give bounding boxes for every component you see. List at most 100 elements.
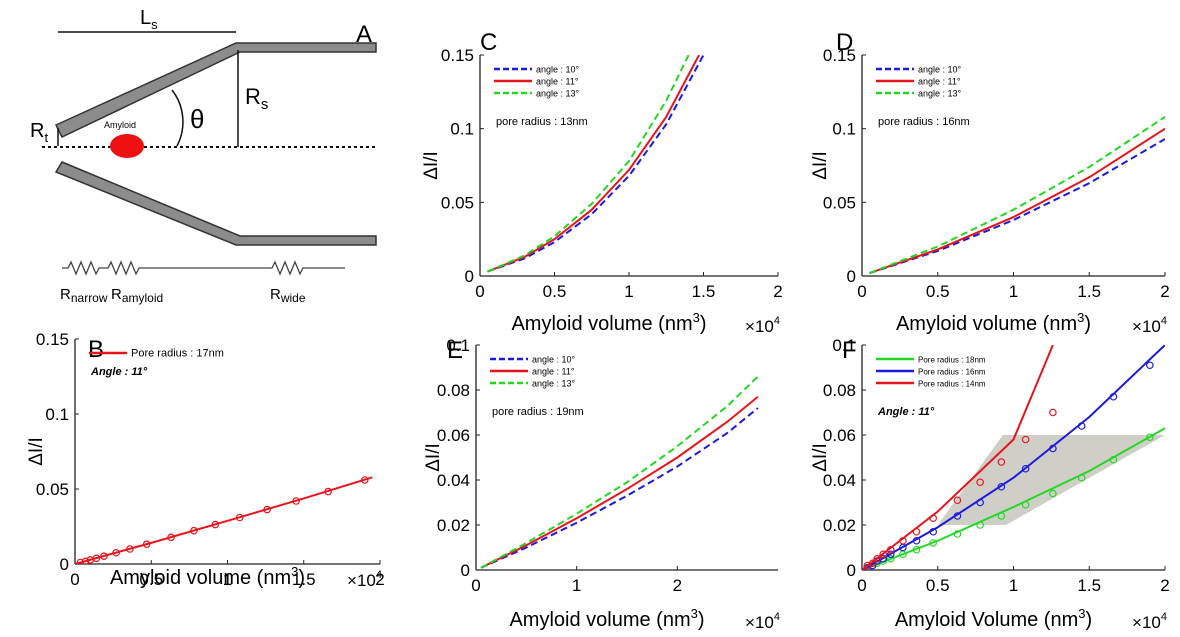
- chart-D: 0 0.5 1 1.5 2 0 0.05 0.1 0.15D ΔI/I Amyloid volume…: [810, 29, 1170, 336]
- x-axis-label: Amyloid volume (nm3): [509, 606, 704, 631]
- panel-label: C: [480, 29, 497, 56]
- x-multiplier-base: ×10: [745, 613, 774, 632]
- legend-entry: angle : 10°: [918, 65, 962, 75]
- y-tick-label: 0.06: [823, 426, 856, 445]
- chart-B: 0 0.5 1 1.5 2 0 0.05 0.1 0.15 B ΔI/I Amyloid volume…: [26, 330, 385, 590]
- x-tick-label: 0.5: [926, 282, 950, 301]
- x-tick-label: 2: [1160, 282, 1169, 301]
- data-point: [81, 557, 90, 564]
- x-tick-label: 1: [1009, 282, 1018, 301]
- x-axis-multiplier: ×104: [347, 569, 382, 590]
- data-point: [879, 550, 888, 559]
- x-tick-label: 0: [475, 282, 484, 301]
- data-point: [886, 550, 895, 559]
- data-point: [1021, 500, 1030, 509]
- schematic-panel: Ls A Rt Rs θ Amyloid Rnarrow Ramyloid: [30, 7, 377, 305]
- x-tick-label: 2: [773, 282, 782, 301]
- x-multiplier-base: ×10: [1132, 317, 1161, 336]
- y-axis-label: ΔI/I: [810, 443, 831, 472]
- data-point: [997, 512, 1006, 520]
- y-axis-label: ΔI/I: [26, 437, 47, 466]
- x-axis-label-sup: 3: [291, 564, 298, 579]
- x-tick-label: 1: [624, 282, 633, 301]
- panel-label: F: [842, 337, 857, 364]
- x-axis-multiplier: ×104: [745, 315, 780, 336]
- panel-label: E: [447, 337, 463, 364]
- x-multiplier-exp: 4: [376, 569, 382, 581]
- x-tick-label: 1.5: [692, 282, 716, 301]
- x-axis-label-main: Amyloid Volume (nm: [895, 609, 1078, 631]
- amyloid-particle: [110, 134, 144, 158]
- data-point: [1109, 455, 1118, 464]
- series-line: [480, 375, 759, 569]
- x-multiplier-base: ×10: [347, 571, 376, 590]
- chart-E: 0 1 2 0 0.02 0.04 0.06 0.08 0.1E ΔI/I Amyloid volu…: [423, 336, 780, 632]
- y-tick-label: 0.05: [823, 193, 856, 212]
- x-tick-label: 0: [857, 282, 866, 301]
- data-point: [1021, 435, 1030, 444]
- x-tick-label: 1.5: [292, 570, 316, 589]
- chart-F: 0 0.5 1 1.5 2 0 0.02 0.04 0.06 0.08 0.1F ΔI/I Amyloi…: [810, 336, 1170, 632]
- x-tick-label: 1.5: [1077, 576, 1101, 595]
- x-axis-label: Amyloid volume (nm3): [110, 564, 305, 589]
- plot-area: [480, 375, 759, 569]
- x-axis-label-sup: 3: [1077, 310, 1084, 325]
- chart-annotation: pore radius : 13nm: [496, 116, 588, 128]
- data-point: [263, 505, 271, 514]
- x-axis-label-main: Amyloid volume (nm: [511, 313, 692, 335]
- x-tick-label: 0: [857, 576, 866, 595]
- y-tick-label: 0.1: [832, 336, 856, 355]
- data-point: [953, 530, 962, 538]
- x-axis-label: Amyloid volume (nm3): [511, 310, 706, 335]
- x-axis-label-main: Amyloid volume (nm: [896, 313, 1077, 335]
- panel-label-a: A: [356, 21, 372, 48]
- data-point: [92, 554, 101, 563]
- legend-entry: angle : 10°: [536, 65, 580, 75]
- angle-label: θ: [190, 104, 204, 134]
- y-axis-label: ΔI/I: [421, 151, 442, 180]
- data-point: [1146, 361, 1154, 370]
- legend-entry: angle : 13°: [536, 89, 580, 99]
- plot-area: [75, 476, 373, 564]
- data-point: [997, 482, 1006, 491]
- x-axis-multiplier: ×104: [745, 611, 780, 632]
- plot-area: [869, 116, 1165, 275]
- data-point: [76, 558, 85, 564]
- series-line: [862, 345, 1165, 570]
- panel-label: D: [836, 29, 853, 56]
- x-tick-label: 2: [375, 570, 384, 589]
- y-tick-label: 0: [847, 267, 856, 286]
- legend-entry: angle : 11°: [536, 77, 579, 87]
- y-axis-label: ΔI/I: [810, 151, 831, 180]
- x-tick-label: 0.5: [543, 282, 567, 301]
- data-point: [976, 498, 984, 507]
- y-tick-label: 0.08: [437, 381, 470, 400]
- legend-entry: angle : 13°: [532, 379, 576, 389]
- y-axis-label: ΔI/I: [423, 443, 444, 472]
- charts-layer: 0 0.5 1 1.5 2 0 0.05 0.1 0.15 B ΔI/I Amyloid volume…: [26, 29, 1170, 632]
- y-tick-label: 0.08: [823, 381, 856, 400]
- series-line: [487, 55, 700, 273]
- x-axis-label-sup: 3: [691, 606, 698, 621]
- x-axis-multiplier: ×104: [1132, 315, 1167, 336]
- tip-radius-label: Rt: [30, 120, 48, 145]
- data-point: [126, 545, 134, 553]
- x-axis-label-main: Amyloid volume (nm: [110, 567, 291, 589]
- y-tick-label: 0.04: [823, 471, 856, 490]
- data-point: [167, 533, 175, 542]
- data-point: [324, 487, 332, 496]
- particle-label: Amyloid: [104, 120, 136, 130]
- series-line: [869, 116, 1165, 274]
- plot-area: [487, 55, 705, 273]
- data-point: [929, 514, 938, 523]
- upper-pore-wall: [54, 42, 377, 138]
- chart-annotation: Angle : 11°: [90, 366, 148, 378]
- data-point: [1021, 464, 1030, 473]
- y-tick-label: 0.02: [823, 516, 856, 535]
- lower-pore-wall: [54, 161, 377, 246]
- data-point: [873, 554, 881, 563]
- data-point: [997, 458, 1006, 466]
- x-axis-label-tail: ): [1085, 609, 1092, 631]
- data-point: [211, 520, 220, 529]
- legend-entry: Pore radius : 18nm: [918, 356, 986, 365]
